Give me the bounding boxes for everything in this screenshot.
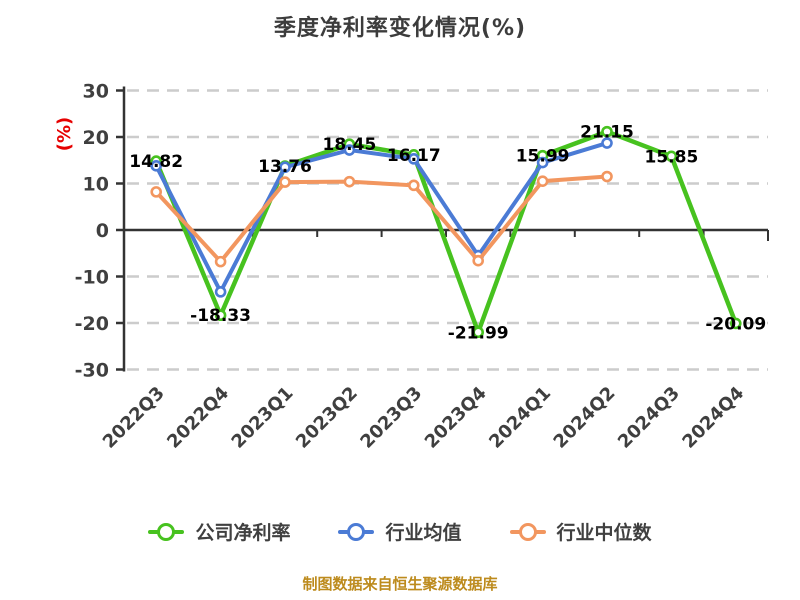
data-point-company-net-margin <box>729 317 742 330</box>
gridlines <box>127 89 768 371</box>
legend-label: 行业均值 <box>385 522 462 544</box>
data-label: 15.99 <box>516 147 570 167</box>
x-axis-tick-label: 2024Q1 <box>485 383 555 453</box>
data-point-industry-median <box>407 179 420 192</box>
x-axis-tick-label: 2022Q3 <box>99 383 169 453</box>
line-marker-icon <box>509 522 546 541</box>
x-axis-tick-label: 2024Q2 <box>550 383 620 453</box>
data-source-note: 制图数据来自恒生聚源数据库 <box>302 575 498 593</box>
data-label: 16.17 <box>387 146 441 166</box>
x-axis-tick-label: 2023Q2 <box>292 383 362 453</box>
data-point-industry-median <box>279 176 291 188</box>
x-axis-tick-label: 2022Q4 <box>163 383 233 453</box>
data-point-company-net-margin <box>472 326 485 339</box>
line-marker-icon <box>338 522 375 541</box>
y-axis-tick-label: -10 <box>75 267 109 289</box>
series-line-company-net-margin <box>153 129 739 335</box>
y-axis-tick-label: 0 <box>96 220 109 242</box>
data-point-industry-median <box>536 175 549 187</box>
series-company-net-margin <box>150 125 742 339</box>
x-axis-tick-label: 2023Q4 <box>421 383 491 453</box>
series-line-industry-mean <box>154 141 609 294</box>
line-marker-icon <box>148 522 185 541</box>
data-point-company-net-margin <box>601 125 613 138</box>
chart-title: 季度净利率变化情况(%) <box>273 16 527 41</box>
legend-label: 行业中位数 <box>556 522 652 544</box>
data-point-industry-median <box>472 254 485 267</box>
y-axis-tick-label: -30 <box>75 360 109 382</box>
data-point-company-net-margin <box>665 150 678 163</box>
series-industry-median <box>150 170 613 268</box>
data-point-industry-mean <box>150 160 162 172</box>
y-axis-tick-label: -20 <box>75 313 109 335</box>
y-axis-name: (%) <box>54 117 75 152</box>
y-axis-tick-label: 10 <box>83 174 109 196</box>
y-axis-labels: 30 20 10 0 -10 -20 -30 <box>75 81 109 382</box>
x-axis-tick-label: 2023Q1 <box>228 383 298 453</box>
x-axis-tick-label: 2023Q3 <box>356 383 426 453</box>
legend-label: 公司净利率 <box>195 522 291 544</box>
data-point-industry-mean <box>407 153 420 165</box>
data-label: 21.15 <box>580 123 634 143</box>
legend: 公司净利率 行业均值 行业中位数 <box>0 518 800 545</box>
data-point-industry-mean <box>601 137 613 149</box>
series-line-industry-median <box>154 174 609 264</box>
data-label: 13.76 <box>258 157 312 177</box>
data-label: -18.33 <box>190 306 251 326</box>
data-label: -20.09 <box>705 314 766 334</box>
line-chart-plot: 3020100-10-20-30(%)2022Q32022Q42023Q1202… <box>54 81 769 453</box>
axes <box>116 86 769 372</box>
data-point-industry-mean <box>214 286 227 298</box>
data-label: -21.99 <box>448 323 509 343</box>
y-axis-tick-label: 20 <box>83 127 109 149</box>
data-point-industry-median <box>343 175 356 188</box>
data-point-industry-median <box>214 255 227 268</box>
x-axis-labels: 2022Q32022Q42023Q12023Q22023Q32023Q42024… <box>99 383 749 453</box>
data-label: 18.45 <box>323 135 377 155</box>
data-labels: 14.82 -18.33 13.76 18.45 16.17 -21.99 15.99 21.… <box>129 123 766 344</box>
data-point-company-net-margin <box>214 309 227 322</box>
data-point-industry-median <box>150 186 162 198</box>
x-axis-tick-label: 2024Q4 <box>678 383 748 453</box>
data-point-industry-mean <box>536 156 549 169</box>
legend-item-industry-mean[interactable]: 行业均值 <box>338 518 462 545</box>
data-point-industry-mean <box>343 144 356 156</box>
data-label: 15.85 <box>645 147 699 167</box>
y-axis-tick-label: 30 <box>83 81 109 103</box>
data-point-industry-mean <box>279 161 291 174</box>
x-axis-tick-label: 2024Q3 <box>614 383 684 453</box>
legend-item-industry-median[interactable]: 行业中位数 <box>509 518 652 545</box>
legend-item-company-net-margin[interactable]: 公司净利率 <box>148 518 290 545</box>
data-point-industry-median <box>601 170 613 183</box>
data-label: 14.82 <box>129 152 183 172</box>
